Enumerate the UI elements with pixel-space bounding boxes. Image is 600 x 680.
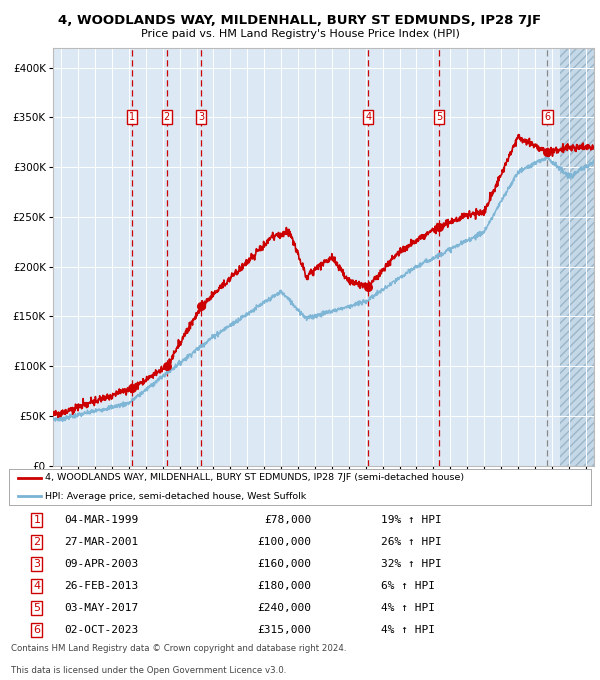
Text: £180,000: £180,000 [257, 581, 311, 591]
Text: 6: 6 [34, 625, 40, 634]
Text: £240,000: £240,000 [257, 602, 311, 613]
Text: 2: 2 [34, 537, 40, 547]
Text: £315,000: £315,000 [257, 625, 311, 634]
Text: 4: 4 [34, 581, 40, 591]
Text: 5: 5 [34, 602, 40, 613]
Text: 5: 5 [436, 112, 442, 122]
Text: 3: 3 [198, 112, 204, 122]
Text: 6: 6 [544, 112, 551, 122]
Text: 1: 1 [129, 112, 135, 122]
Text: 4: 4 [365, 112, 371, 122]
Text: 02-OCT-2023: 02-OCT-2023 [64, 625, 139, 634]
Text: 1: 1 [34, 515, 40, 525]
Text: 04-MAR-1999: 04-MAR-1999 [64, 515, 139, 525]
Text: HPI: Average price, semi-detached house, West Suffolk: HPI: Average price, semi-detached house,… [45, 492, 307, 500]
Text: 2: 2 [164, 112, 170, 122]
Text: Price paid vs. HM Land Registry's House Price Index (HPI): Price paid vs. HM Land Registry's House … [140, 29, 460, 39]
Text: 4% ↑ HPI: 4% ↑ HPI [382, 625, 436, 634]
Text: 3: 3 [34, 559, 40, 569]
Text: 09-APR-2003: 09-APR-2003 [64, 559, 139, 569]
Text: 6% ↑ HPI: 6% ↑ HPI [382, 581, 436, 591]
Text: 27-MAR-2001: 27-MAR-2001 [64, 537, 139, 547]
Text: £160,000: £160,000 [257, 559, 311, 569]
Text: 26-FEB-2013: 26-FEB-2013 [64, 581, 139, 591]
Text: 4, WOODLANDS WAY, MILDENHALL, BURY ST EDMUNDS, IP28 7JF: 4, WOODLANDS WAY, MILDENHALL, BURY ST ED… [58, 14, 542, 27]
Text: This data is licensed under the Open Government Licence v3.0.: This data is licensed under the Open Gov… [11, 666, 286, 675]
Text: 32% ↑ HPI: 32% ↑ HPI [382, 559, 442, 569]
Text: 26% ↑ HPI: 26% ↑ HPI [382, 537, 442, 547]
Text: £78,000: £78,000 [265, 515, 311, 525]
Text: Contains HM Land Registry data © Crown copyright and database right 2024.: Contains HM Land Registry data © Crown c… [11, 644, 346, 653]
Text: 4, WOODLANDS WAY, MILDENHALL, BURY ST EDMUNDS, IP28 7JF (semi-detached house): 4, WOODLANDS WAY, MILDENHALL, BURY ST ED… [45, 473, 464, 482]
Text: 4% ↑ HPI: 4% ↑ HPI [382, 602, 436, 613]
Text: £100,000: £100,000 [257, 537, 311, 547]
Polygon shape [560, 48, 594, 466]
Text: 19% ↑ HPI: 19% ↑ HPI [382, 515, 442, 525]
Text: 03-MAY-2017: 03-MAY-2017 [64, 602, 139, 613]
